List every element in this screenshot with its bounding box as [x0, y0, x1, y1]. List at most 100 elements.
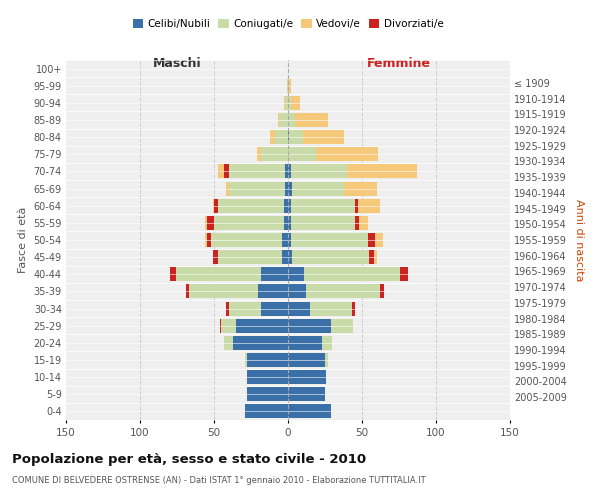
Bar — [282, 233, 288, 247]
Bar — [288, 302, 310, 316]
Bar — [359, 216, 368, 230]
Y-axis label: Anni di nascita: Anni di nascita — [574, 198, 584, 281]
Bar — [288, 233, 291, 247]
Bar — [288, 388, 325, 402]
Bar — [221, 318, 236, 332]
Bar — [275, 130, 288, 144]
Bar — [257, 148, 262, 162]
Bar — [189, 284, 259, 298]
Bar — [245, 404, 288, 418]
Bar — [224, 336, 233, 350]
Bar — [226, 182, 229, 196]
Bar — [278, 113, 279, 127]
Bar — [262, 268, 288, 281]
Bar — [368, 233, 376, 247]
Bar — [288, 318, 331, 332]
Text: COMUNE DI BELVEDERE OSTRENSE (AN) - Dati ISTAT 1° gennaio 2010 - Elaborazione TU: COMUNE DI BELVEDERE OSTRENSE (AN) - Dati… — [12, 476, 425, 485]
Bar — [400, 268, 408, 281]
Bar — [284, 216, 288, 230]
Bar — [291, 198, 355, 212]
Bar — [247, 353, 288, 367]
Bar — [259, 284, 288, 298]
Bar — [212, 198, 214, 212]
Bar — [226, 302, 229, 316]
Bar — [291, 216, 355, 230]
Bar — [374, 250, 377, 264]
Bar — [291, 164, 347, 178]
Bar — [304, 268, 400, 281]
Bar — [289, 130, 303, 144]
Bar — [288, 284, 306, 298]
Bar — [247, 370, 288, 384]
Bar — [170, 268, 176, 281]
Bar — [262, 148, 288, 162]
Bar — [247, 388, 288, 402]
Bar — [288, 130, 289, 144]
Bar — [218, 250, 282, 264]
Bar — [214, 198, 218, 212]
Bar — [355, 216, 359, 230]
Bar — [288, 96, 291, 110]
Bar — [176, 268, 262, 281]
Y-axis label: Fasce di età: Fasce di età — [18, 207, 28, 273]
Bar — [292, 182, 344, 196]
Text: Maschi: Maschi — [152, 56, 202, 70]
Bar — [229, 302, 262, 316]
Bar — [233, 336, 288, 350]
Bar — [229, 182, 285, 196]
Bar — [288, 148, 316, 162]
Bar — [285, 164, 288, 178]
Bar — [292, 250, 370, 264]
Bar — [288, 113, 295, 127]
Bar — [288, 78, 291, 92]
Bar — [288, 353, 325, 367]
Bar — [347, 164, 417, 178]
Bar — [331, 318, 353, 332]
Bar — [229, 164, 285, 178]
Bar — [322, 336, 332, 350]
Bar — [288, 370, 326, 384]
Bar — [376, 233, 383, 247]
Bar — [316, 148, 378, 162]
Bar — [186, 284, 189, 298]
Bar — [211, 233, 282, 247]
Bar — [285, 182, 288, 196]
Bar — [206, 216, 214, 230]
Bar — [344, 182, 377, 196]
Bar — [288, 216, 291, 230]
Bar — [288, 164, 291, 178]
Bar — [288, 268, 304, 281]
Bar — [214, 216, 284, 230]
Bar — [303, 130, 344, 144]
Bar — [279, 113, 288, 127]
Bar — [285, 96, 288, 110]
Bar — [295, 113, 328, 127]
Legend: Celibi/Nubili, Coniugati/e, Vedovi/e, Divorziati/e: Celibi/Nubili, Coniugati/e, Vedovi/e, Di… — [128, 15, 448, 33]
Bar — [270, 130, 275, 144]
Bar — [236, 318, 288, 332]
Bar — [291, 233, 368, 247]
Bar — [288, 250, 292, 264]
Bar — [380, 284, 384, 298]
Bar — [284, 198, 288, 212]
Bar — [288, 182, 292, 196]
Text: Popolazione per età, sesso e stato civile - 2010: Popolazione per età, sesso e stato civil… — [12, 452, 366, 466]
Bar — [205, 233, 206, 247]
Bar — [310, 302, 352, 316]
Bar — [218, 198, 284, 212]
Bar — [282, 250, 288, 264]
Bar — [325, 353, 328, 367]
Bar — [262, 302, 288, 316]
Bar — [287, 78, 288, 92]
Bar — [288, 198, 291, 212]
Text: Femmine: Femmine — [367, 56, 431, 70]
Bar — [205, 216, 206, 230]
Bar — [284, 96, 285, 110]
Bar — [220, 318, 221, 332]
Bar — [355, 198, 358, 212]
Bar — [352, 302, 355, 316]
Bar — [206, 233, 211, 247]
Bar — [224, 164, 229, 178]
Bar — [245, 353, 247, 367]
Bar — [218, 164, 224, 178]
